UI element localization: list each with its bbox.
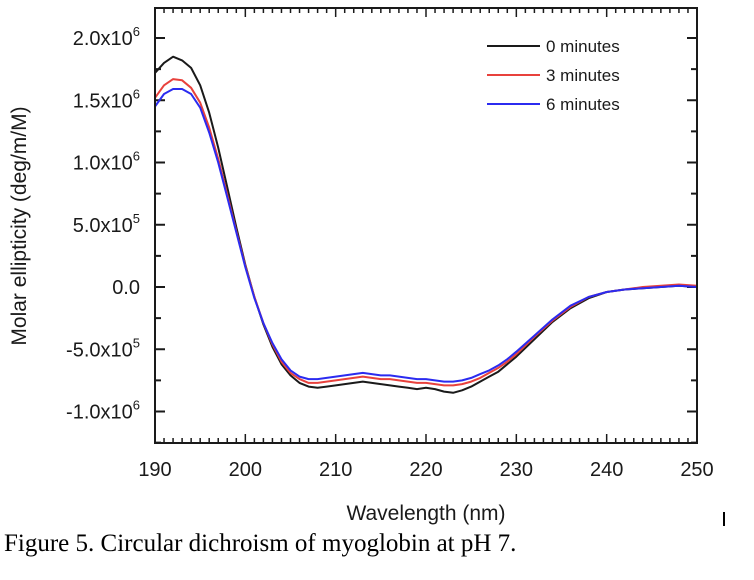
y-axis-title: Molar ellipticity (deg/m/M) — [8, 106, 31, 345]
legend-label: 6 minutes — [546, 95, 620, 114]
plot-frame — [154, 7, 698, 444]
y-tick-label: 5.0x105 — [73, 211, 140, 237]
x-tick-label: 230 — [500, 459, 533, 481]
x-tick-label: 200 — [229, 459, 262, 481]
y-tick-label: 1.5x106 — [73, 86, 140, 112]
series-lines — [154, 55, 698, 394]
legend-label: 3 minutes — [546, 66, 620, 85]
x-tick-label: 190 — [138, 459, 171, 481]
y-tick-labels: 2.0x106 1.5x106 1.0x106 5.0x105 0.0 -5.0x105 -… — [66, 24, 140, 424]
x-tick-label: 250 — [680, 459, 713, 481]
cd-spectrum-chart: 2.0x106 1.5x106 1.0x106 5.0x105 0.0 -5.0x105 -… — [8, 7, 714, 525]
text-cursor — [723, 512, 725, 526]
x-tick-label: 210 — [319, 459, 352, 481]
y-tick-label: -5.0x105 — [66, 335, 140, 361]
x-tick-label: 220 — [409, 459, 442, 481]
y-tick-label: 2.0x106 — [73, 24, 140, 50]
legend: 0 minutes 3 minutes 6 minutes — [487, 37, 620, 114]
series-line-6-minutes — [154, 88, 698, 383]
y-tick-label: 0.0 — [112, 277, 140, 299]
x-tick-labels: 190 200 210 220 230 240 250 — [138, 459, 713, 481]
figure-caption: Figure 5. Circular dichroism of myoglobi… — [4, 530, 517, 557]
y-tick-label: 1.0x106 — [73, 149, 140, 175]
y-tick-label: -1.0x106 — [66, 398, 140, 424]
legend-label: 0 minutes — [546, 37, 620, 56]
x-tick-label: 240 — [590, 459, 623, 481]
series-line-0-minutes — [154, 55, 698, 394]
x-axis-title: Wavelength (nm) — [346, 502, 505, 525]
